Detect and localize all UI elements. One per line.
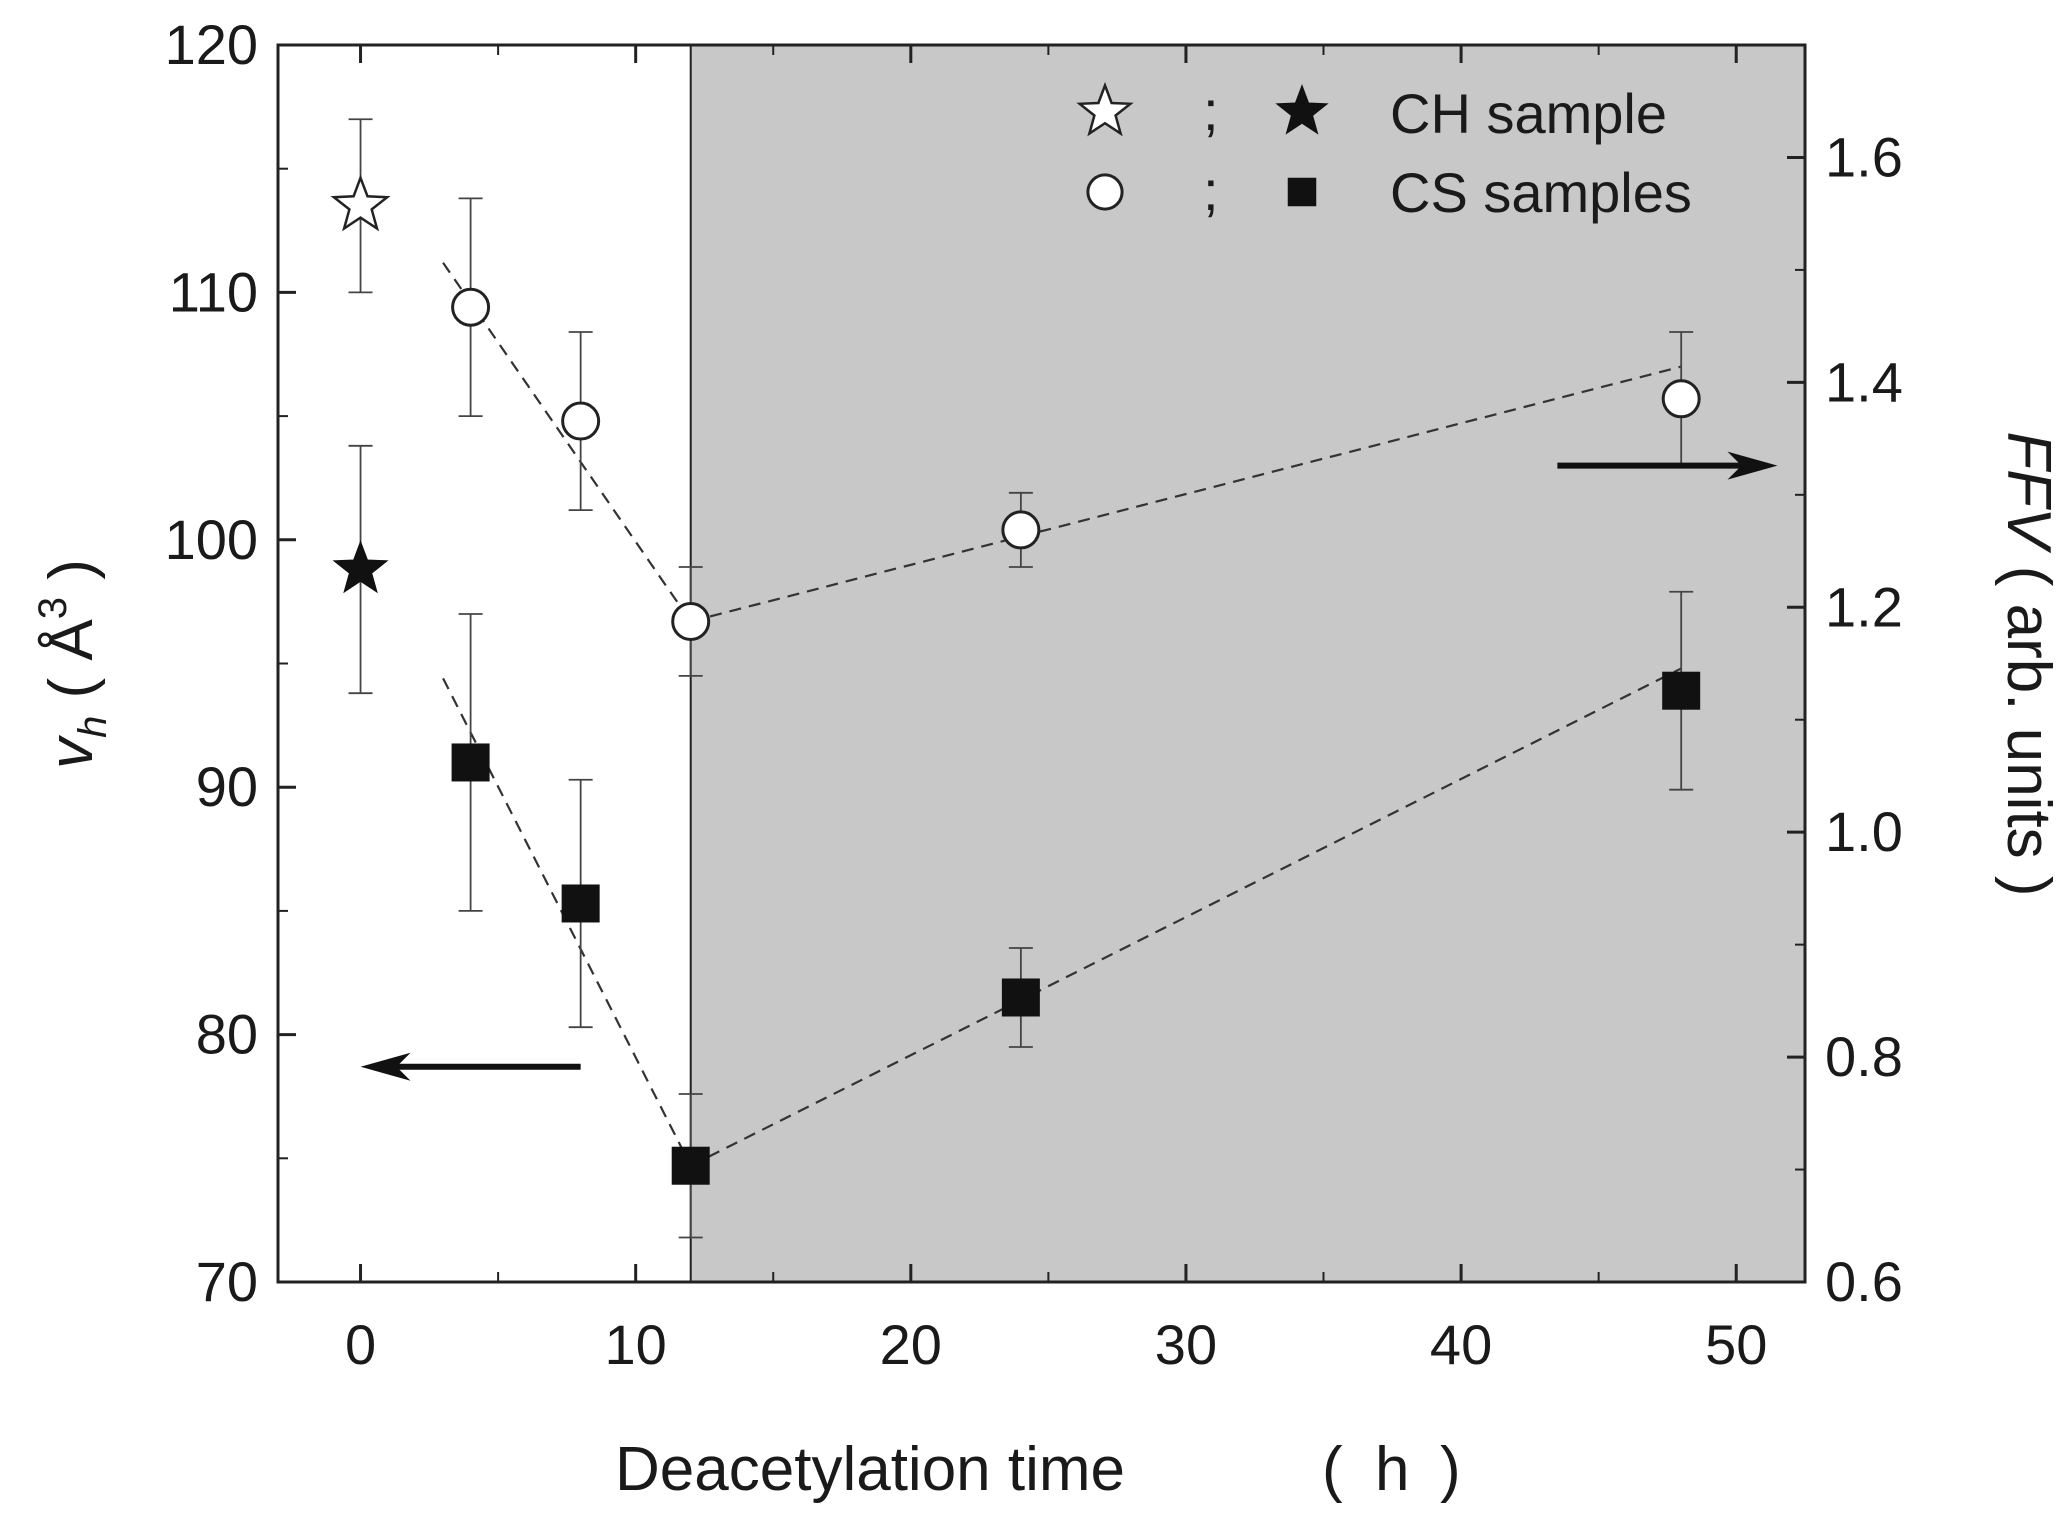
x-tick-label-50: 50: [1705, 1313, 1767, 1376]
x-tick-label-40: 40: [1430, 1313, 1492, 1376]
y-right-tick-label-1.2: 1.2: [1825, 575, 1903, 638]
y-right-tick-label-0.8: 0.8: [1825, 1025, 1903, 1088]
arrow-right-head: [1727, 451, 1778, 480]
x-tick-label-0: 0: [345, 1313, 376, 1376]
y-axis-left-symbol: v: [37, 735, 106, 769]
y-right-tick-label-1.4: 1.4: [1825, 350, 1903, 413]
series-4-point-2-marker: [561, 884, 600, 923]
y-axis-right-unit: arb. units: [1994, 604, 2063, 859]
legend-label-cs: CS samples: [1390, 161, 1692, 224]
series-1-point-1-marker: [330, 174, 391, 232]
y-axis-left-paren-close: ): [37, 559, 106, 597]
y-axis-left-subscript: h: [71, 716, 115, 738]
legend: ; CH sample ; CS samples: [1076, 79, 1692, 224]
legend-markers: [1076, 81, 1329, 211]
trend-line-1: [442, 262, 692, 623]
y-left-tick-label-90: 90: [196, 755, 258, 818]
series-4-point-5-marker: [1662, 671, 1701, 710]
series-4-point-3-marker: [671, 1146, 710, 1185]
trend-line-2: [690, 365, 1682, 623]
series-2-point-1-marker: [332, 540, 389, 594]
y-axis-right-title: FFV ( arb. units ): [1994, 431, 2063, 896]
legend-marker-filled-1: [1275, 83, 1329, 135]
plot-frame: [276, 43, 1807, 1284]
y-left-tick-label-80: 80: [196, 1003, 258, 1066]
y-axis-left-unit-exponent: 3: [31, 597, 75, 619]
series-3-point-1-marker: [451, 287, 491, 327]
legend-marker-open-2: [1086, 173, 1124, 211]
x-tick-label-30: 30: [1155, 1313, 1217, 1376]
x-axis-title: Deacetylation time ( h ): [615, 1435, 1461, 1504]
y-axis-left-paren-open: (: [37, 661, 106, 716]
x-axis-label: Deacetylation time: [615, 1435, 1125, 1504]
y-axis-left-title: vh ( Å3 ): [31, 559, 115, 769]
arrow-left-head: [360, 1052, 411, 1081]
legend-label-ch: CH sample: [1390, 82, 1667, 145]
y-axis-left-unit: Å: [37, 619, 106, 661]
legend-separator-2: ;: [1203, 159, 1219, 222]
x-tick-label-10: 10: [605, 1313, 667, 1376]
y-axis-left-label: vh ( Å3 ): [31, 559, 115, 769]
y-left-tick-label-70: 70: [196, 1250, 258, 1313]
shaded-region: [690, 45, 1806, 1282]
arrows-group: [360, 451, 1778, 1081]
y-left-tick-label-100: 100: [165, 508, 258, 571]
y-left-tick-label-120: 120: [165, 13, 258, 76]
y-axis-right-symbol: FFV: [1994, 431, 2063, 554]
y-axis-right-paren-open: (: [1994, 549, 2063, 604]
legend-marker-open-1: [1076, 81, 1134, 137]
x-axis-unit: h: [1375, 1435, 1409, 1504]
ticks-group: 0 10 20 30 40 50 70 80 90 100 110 120 0.6 0.8 1.0 1.2 1.…: [165, 13, 1903, 1376]
y-axis-right-paren-close: ): [1994, 859, 2063, 897]
y-axis-right-label: FFV ( arb. units ): [1994, 431, 2063, 896]
legend-separator-1: ;: [1203, 79, 1219, 142]
data-points-group: [330, 174, 1701, 1185]
series-3-point-5-marker: [1661, 379, 1701, 419]
series-4-point-1-marker: [451, 743, 490, 782]
series-3-point-4-marker: [1001, 510, 1041, 550]
y-right-tick-label-0.6: 0.6: [1825, 1250, 1903, 1313]
legend-marker-filled-2: [1287, 177, 1317, 207]
y-right-tick-label-1.0: 1.0: [1825, 800, 1903, 863]
y-right-tick-label-1.6: 1.6: [1825, 125, 1903, 188]
trend-line-4: [690, 667, 1682, 1167]
y-left-tick-label-110: 110: [169, 260, 258, 323]
x-axis-unit-open-paren: (: [1322, 1435, 1343, 1504]
x-tick-label-20: 20: [880, 1313, 942, 1376]
x-axis-unit-close-paren: ): [1440, 1435, 1461, 1504]
series-3-point-3-marker: [671, 601, 711, 641]
series-4-point-4-marker: [1001, 978, 1040, 1017]
series-3-point-2-marker: [561, 401, 601, 441]
